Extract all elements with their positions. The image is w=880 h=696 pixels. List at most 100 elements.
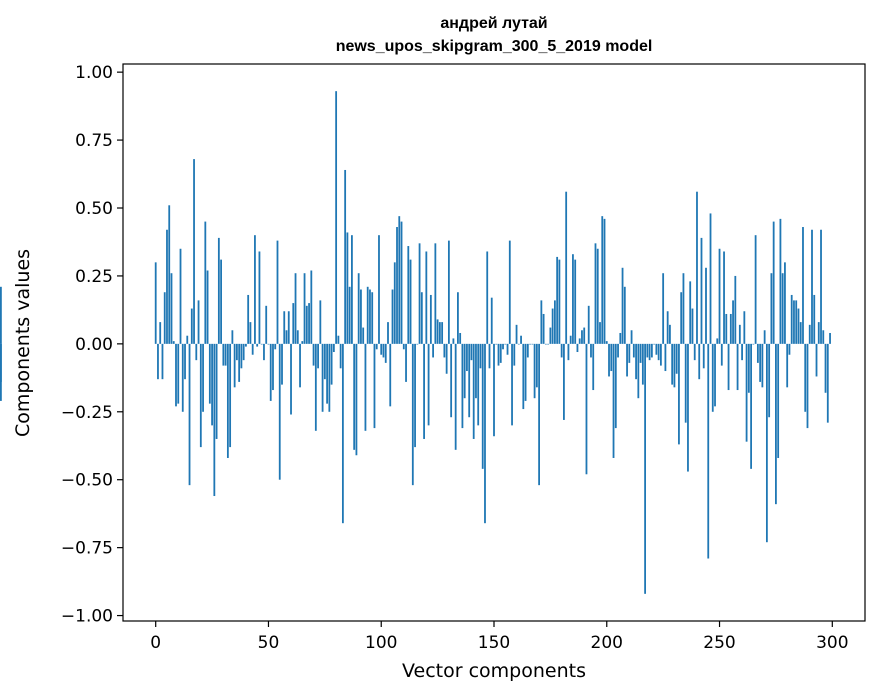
bar — [572, 254, 574, 344]
bar — [558, 259, 561, 344]
bar — [398, 216, 401, 344]
bar — [673, 343, 676, 388]
bar — [260, 343, 263, 345]
bar — [802, 227, 804, 344]
y-tick-label: 0.00 — [75, 335, 113, 355]
bar — [777, 343, 780, 458]
bar — [736, 343, 739, 391]
bar — [299, 343, 301, 388]
bar — [330, 343, 333, 385]
bar — [563, 343, 565, 420]
bar — [294, 273, 297, 344]
bar — [637, 343, 640, 399]
bar — [235, 343, 238, 361]
bar — [317, 343, 319, 369]
bar — [254, 235, 256, 344]
bar — [508, 240, 511, 344]
bar — [220, 259, 222, 344]
bar — [373, 343, 376, 429]
bar — [240, 343, 243, 369]
bar — [393, 262, 396, 344]
bar — [630, 330, 633, 344]
bar — [202, 343, 204, 412]
bar — [583, 327, 586, 344]
bar — [707, 343, 710, 559]
bar — [470, 343, 473, 361]
bar — [400, 221, 403, 344]
bar — [179, 248, 182, 344]
bar — [788, 343, 791, 355]
bar — [781, 273, 784, 344]
plot-area-frame — [122, 63, 866, 622]
bar — [303, 273, 306, 344]
bar — [454, 343, 457, 450]
bar — [648, 343, 651, 361]
bar — [355, 343, 358, 456]
bar — [366, 286, 369, 344]
bar — [626, 343, 628, 377]
bar — [423, 343, 425, 439]
bar — [567, 343, 570, 361]
bar — [166, 229, 168, 344]
bar — [323, 343, 326, 380]
chart-subtitle: news_upos_skipgram_300_5_2019 model — [336, 38, 653, 55]
bar — [411, 343, 414, 486]
bar — [702, 343, 705, 369]
bar — [305, 305, 308, 344]
bar — [445, 343, 448, 374]
bar — [662, 273, 665, 344]
bar — [321, 343, 324, 412]
bar — [756, 343, 759, 363]
bar — [263, 343, 265, 361]
bar — [484, 343, 486, 524]
bar — [578, 338, 581, 344]
y-tick-label: 0.50 — [75, 199, 113, 219]
bar — [468, 343, 471, 418]
bar — [524, 343, 527, 401]
bar — [159, 322, 162, 344]
bar — [628, 343, 631, 363]
bar — [274, 343, 277, 350]
bar — [646, 343, 649, 358]
bar — [380, 343, 383, 355]
bar — [405, 343, 407, 382]
bar — [829, 332, 831, 344]
bar — [754, 235, 757, 344]
bar — [659, 343, 662, 366]
bar — [585, 343, 588, 475]
bar — [506, 343, 509, 355]
bar — [765, 343, 768, 543]
bar — [206, 270, 209, 344]
bar — [310, 270, 313, 344]
bar — [520, 335, 522, 344]
bar — [213, 343, 216, 497]
bar — [599, 322, 601, 344]
bar — [312, 343, 315, 366]
bar — [669, 324, 671, 344]
bar — [655, 343, 658, 355]
bar — [217, 237, 220, 344]
x-tick-label: 0 — [150, 633, 161, 653]
bar — [229, 343, 232, 448]
bar — [797, 308, 800, 344]
bar — [181, 343, 184, 412]
bar — [623, 286, 626, 344]
bar — [811, 229, 813, 344]
bar — [364, 343, 367, 431]
bar — [269, 343, 272, 401]
bar — [351, 235, 353, 344]
bar — [619, 332, 622, 344]
bar — [409, 259, 412, 344]
bar — [576, 343, 579, 353]
bar — [204, 221, 207, 344]
bar — [450, 343, 453, 418]
bar — [344, 169, 347, 344]
bar — [319, 300, 322, 344]
bar — [700, 237, 703, 344]
bar — [389, 343, 392, 407]
bar — [199, 343, 202, 448]
bar — [193, 159, 195, 344]
bar — [429, 294, 432, 344]
bar — [296, 330, 299, 344]
